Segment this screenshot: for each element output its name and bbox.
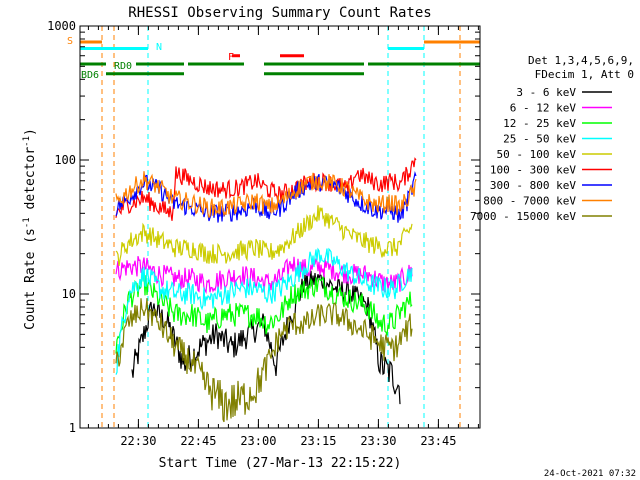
y-axis-label-main: Count Rate (s: [23, 228, 38, 330]
legend-entry-label: 50 - 100 keV: [497, 148, 577, 161]
legend-entry-label: 7000 - 15000 keV: [470, 210, 576, 223]
y-tick-label-1: 1: [69, 421, 76, 435]
series-trace-800to7000keV: [115, 171, 417, 219]
legend-entry-label: 800 - 7000 keV: [483, 195, 576, 208]
legend: Det 1,3,4,5,6,9,FDecim 1, Att 0 3 - 6 keV…: [470, 54, 634, 223]
y-tick-label-100: 100: [54, 153, 76, 167]
legend-entry-label: 300 - 800 keV: [490, 179, 576, 192]
y-axis-label-mid: detector: [23, 147, 38, 218]
legend-entry-label: 25 - 50 keV: [503, 133, 576, 146]
flag-label-rd0: RD0: [114, 61, 132, 72]
legend-entry-label: 3 - 6 keV: [516, 86, 576, 99]
legend-header-line-1: FDecim 1, Att 0: [535, 68, 634, 81]
series-trace-100to300keV: [115, 157, 417, 221]
flag-label-f: F: [228, 52, 234, 63]
chart-title: RHESSI Observing Summary Count Rates: [128, 5, 431, 21]
y-tick-label-1000: 1000: [47, 19, 76, 33]
flag-label-n: N: [156, 42, 162, 53]
series-trace-7000to15000keV: [115, 298, 413, 423]
x-tick-label-23:00: 23:00: [240, 434, 276, 448]
footer-timestamp: 24-Oct-2021 07:32: [544, 469, 636, 479]
plot-area: S N F RD0 BD6 1 10 100 1000 22:30 22:45 23:00 23:15 2…: [47, 19, 481, 448]
y-tick-label-10: 10: [62, 287, 76, 301]
flag-label-bd6: BD6: [81, 70, 99, 81]
series-trace-25to50keV: [115, 247, 413, 375]
x-tick-label-23:15: 23:15: [300, 434, 336, 448]
x-axis-label: Start Time (27-Mar-13 22:15:22): [159, 456, 402, 471]
series-trace-50to100keV: [115, 205, 413, 266]
x-tick-label-22:30: 22:30: [120, 434, 156, 448]
x-tick-label-22:45: 22:45: [180, 434, 216, 448]
legend-header-line-0: Det 1,3,4,5,6,9,: [528, 54, 634, 67]
x-tick-label-23:45: 23:45: [420, 434, 456, 448]
x-tick-label-23:30: 23:30: [360, 434, 396, 448]
flag-label-s: S: [67, 36, 73, 47]
plot-frame: [79, 25, 481, 429]
y-axis-label: Count Rate (s-1 detector-1): [22, 128, 38, 330]
series-trace-12to25keV: [115, 273, 413, 354]
y-axis-label-exp1: -1: [22, 217, 32, 228]
legend-entry-label: 100 - 300 keV: [490, 164, 576, 177]
legend-entry-label: 6 - 12 keV: [510, 102, 577, 115]
y-axis-label-end: ): [23, 128, 38, 136]
legend-entry-label: 12 - 25 keV: [503, 117, 576, 130]
y-axis-label-exp2: -1: [22, 136, 32, 147]
